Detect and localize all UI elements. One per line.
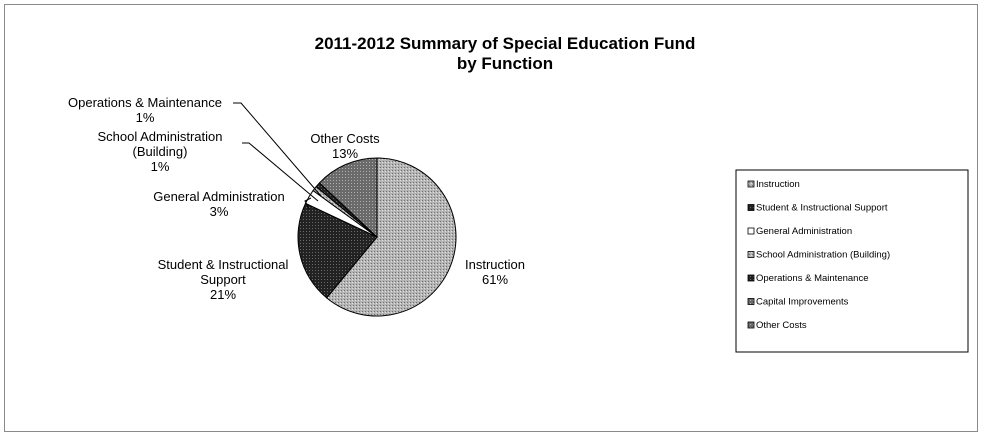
slice-labels: Instruction 61% Student & Instructional Sup… <box>68 95 525 302</box>
pie-chart: 2011-2012 Summary of Special Education F… <box>5 5 979 433</box>
legend-label: Capital Improvements <box>756 297 849 308</box>
legend-swatch <box>748 181 754 187</box>
slice-label: Operations & Maintenance 1% <box>68 95 222 125</box>
chart-title: 2011-2012 Summary of Special Education F… <box>315 34 696 53</box>
legend-label: Operations & Maintenance <box>756 273 868 284</box>
slice-label: Instruction 61% <box>465 257 525 287</box>
legend-swatch <box>748 275 754 281</box>
legend-label: General Administration <box>756 226 852 237</box>
legend-label: Student & Instructional Support <box>756 203 888 214</box>
legend-label: School Administration (Building) <box>756 250 890 261</box>
slice-label: Student & Instructional Support 21% <box>158 257 289 302</box>
legend-swatch <box>748 205 754 211</box>
leader-line <box>233 103 321 196</box>
legend-swatch <box>748 299 754 305</box>
slice-label: General Administration 3% <box>153 189 285 219</box>
legend-swatch <box>748 322 754 328</box>
legend-swatch <box>748 228 754 234</box>
pie-slices <box>298 158 456 316</box>
legend-label: Instruction <box>756 179 800 190</box>
slice-label: School Administration (Building) 1% <box>97 129 222 174</box>
chart-subtitle: by Function <box>457 54 553 73</box>
legend-label: Other Costs <box>756 320 807 331</box>
legend-swatch <box>748 252 754 258</box>
slice-label: Other Costs 13% <box>310 131 380 161</box>
chart-frame: 2011-2012 Summary of Special Education F… <box>4 4 978 432</box>
